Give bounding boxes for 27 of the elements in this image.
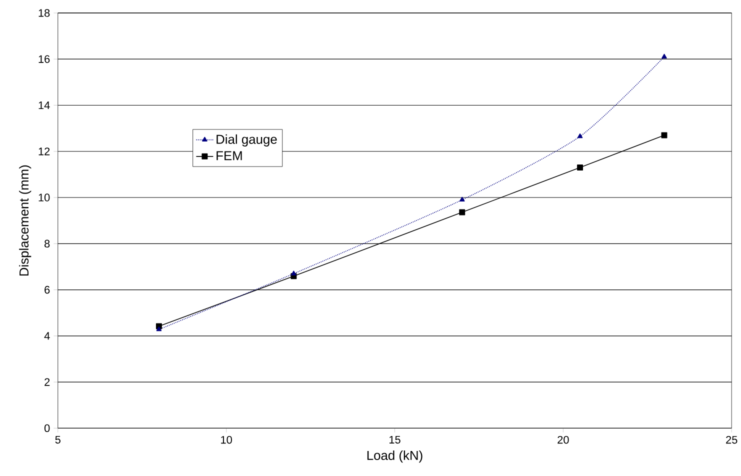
point [577,164,584,170]
point [459,209,466,216]
x-tick-label: 5 [55,436,60,444]
x-tick-label: 20 [558,436,569,444]
y-tick-label: 12 [38,148,50,156]
point [156,326,162,332]
y-tick-label: 0 [44,424,50,432]
x-tick-label: 15 [389,436,400,444]
y-tick-label: 18 [38,9,50,17]
y-tick-label: 4 [44,332,50,340]
y-tick-label: 10 [38,194,50,202]
legend-label: FEM [216,151,242,160]
y-tick-label: 6 [44,286,50,294]
point [291,270,296,276]
y-tick-label: 16 [38,55,50,63]
y-tick-label: 8 [44,240,50,248]
point [661,132,668,138]
x-tick-label: 10 [221,436,232,444]
y-tick-label: 14 [38,101,50,109]
legend-label: Dial gauge [216,134,277,146]
x-tick-label: 25 [726,436,738,444]
x-axis-title: Load (kN) [367,450,422,463]
point [459,196,465,202]
point [577,133,583,138]
point [662,54,667,58]
y-tick-label: 2 [44,378,50,386]
y-axis-title: Displacement (mm) [19,165,32,276]
